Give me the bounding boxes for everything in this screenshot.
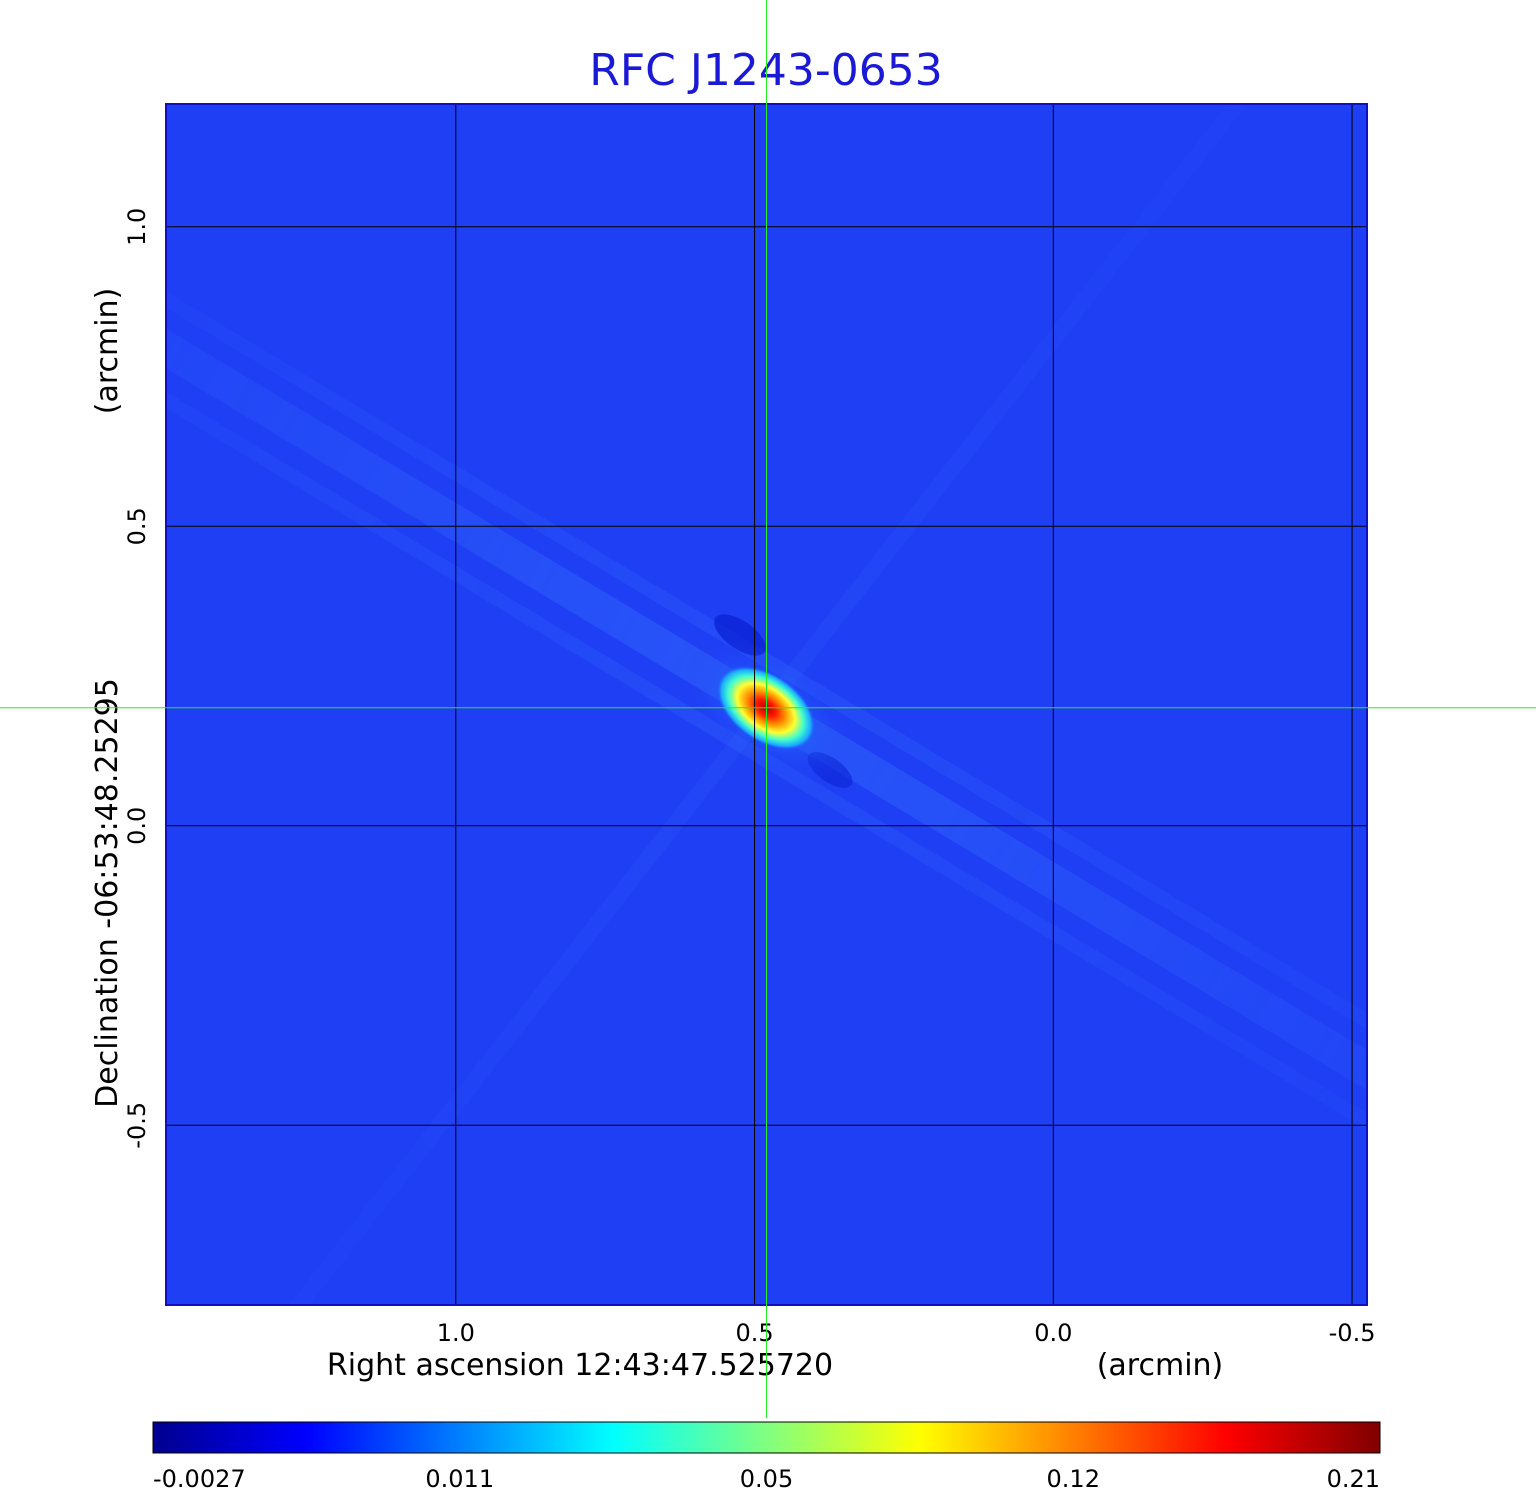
y-tick-label: 0.5 (123, 507, 151, 545)
x-tick-label: 0.5 (735, 1319, 773, 1347)
colorbar-tick-label: 0.05 (740, 1465, 793, 1493)
y-axis-ticks: 1.0 0.5 0.0 -0.5 (123, 208, 151, 1149)
x-axis-ticks: 1.0 0.5 0.0 -0.5 (437, 1319, 1376, 1347)
x-tick-label: -0.5 (1329, 1319, 1376, 1347)
colorbar-tick-label: 0.21 (1327, 1465, 1380, 1493)
y-axis-unit: (arcmin) (90, 288, 125, 415)
x-tick-label: 1.0 (437, 1319, 475, 1347)
y-tick-label: 0.0 (123, 807, 151, 845)
colorbar-tick-label: 0.12 (1047, 1465, 1100, 1493)
x-axis-unit: (arcmin) (1097, 1348, 1224, 1383)
colorbar-tick-label: 0.011 (425, 1465, 494, 1493)
y-tick-label: 1.0 (123, 208, 151, 246)
y-tick-label: -0.5 (123, 1102, 151, 1149)
x-axis-label: Right ascension 12:43:47.525720 (327, 1348, 833, 1383)
crosshair (0, 0, 1536, 1418)
colorbar-ticks: -0.0027 0.011 0.05 0.12 0.21 (153, 1465, 1380, 1493)
x-tick-label: 0.0 (1034, 1319, 1072, 1347)
colorbar-gradient (152, 1421, 1381, 1454)
colorbar-tick-label: -0.0027 (153, 1465, 246, 1493)
y-axis-label: Declination -06:53:48.25295 (90, 678, 125, 1108)
colorbar: -0.0027 0.011 0.05 0.12 0.21 (152, 1421, 1381, 1493)
